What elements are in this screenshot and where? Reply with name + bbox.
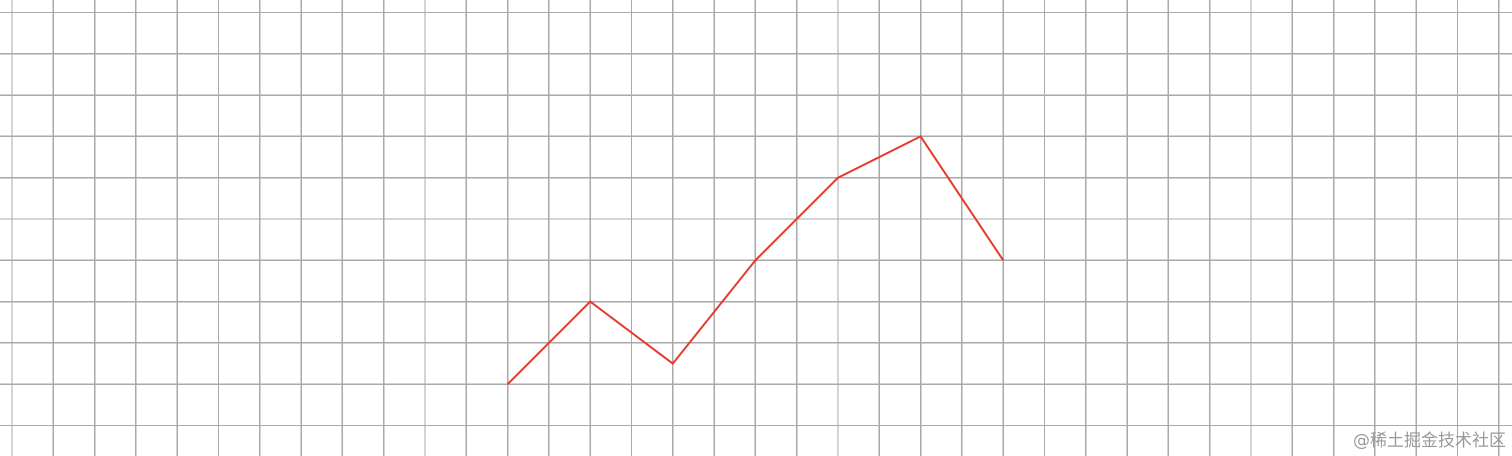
watermark: @稀土掘金技术社区 bbox=[1353, 431, 1506, 451]
series-group bbox=[506, 135, 1005, 385]
series-line bbox=[506, 135, 1005, 385]
